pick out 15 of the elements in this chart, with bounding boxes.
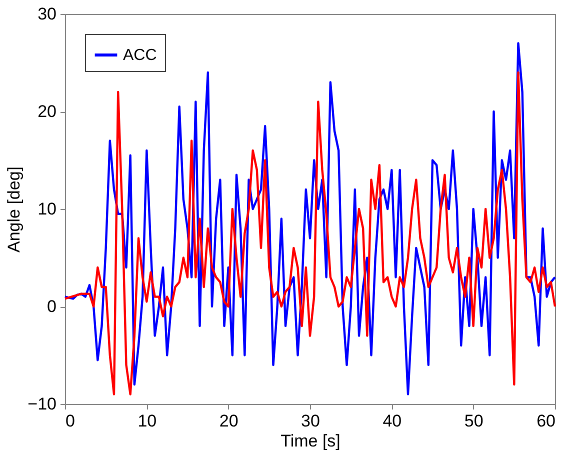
x-tick-label: 10 [138, 412, 157, 430]
x-tick-label: 30 [301, 412, 320, 430]
y-tick-label: 20 [38, 102, 56, 121]
x-tick-label: 60 [536, 412, 556, 430]
y-axis-title: Angle [deg] [4, 166, 24, 253]
x-axis-title: Time [s] [280, 432, 340, 450]
y-tick-label: −10 [28, 394, 56, 414]
y-tick-label: 10 [38, 200, 56, 218]
y-tick-label: 30 [38, 4, 56, 24]
x-tick-label: 0 [66, 412, 75, 430]
y-tick-label: 0 [47, 297, 56, 316]
x-tick-label: 50 [464, 412, 484, 430]
x-tick-label: 20 [219, 412, 238, 430]
legend-label: ACC [123, 47, 157, 64]
x-tick-label: 40 [382, 412, 402, 430]
